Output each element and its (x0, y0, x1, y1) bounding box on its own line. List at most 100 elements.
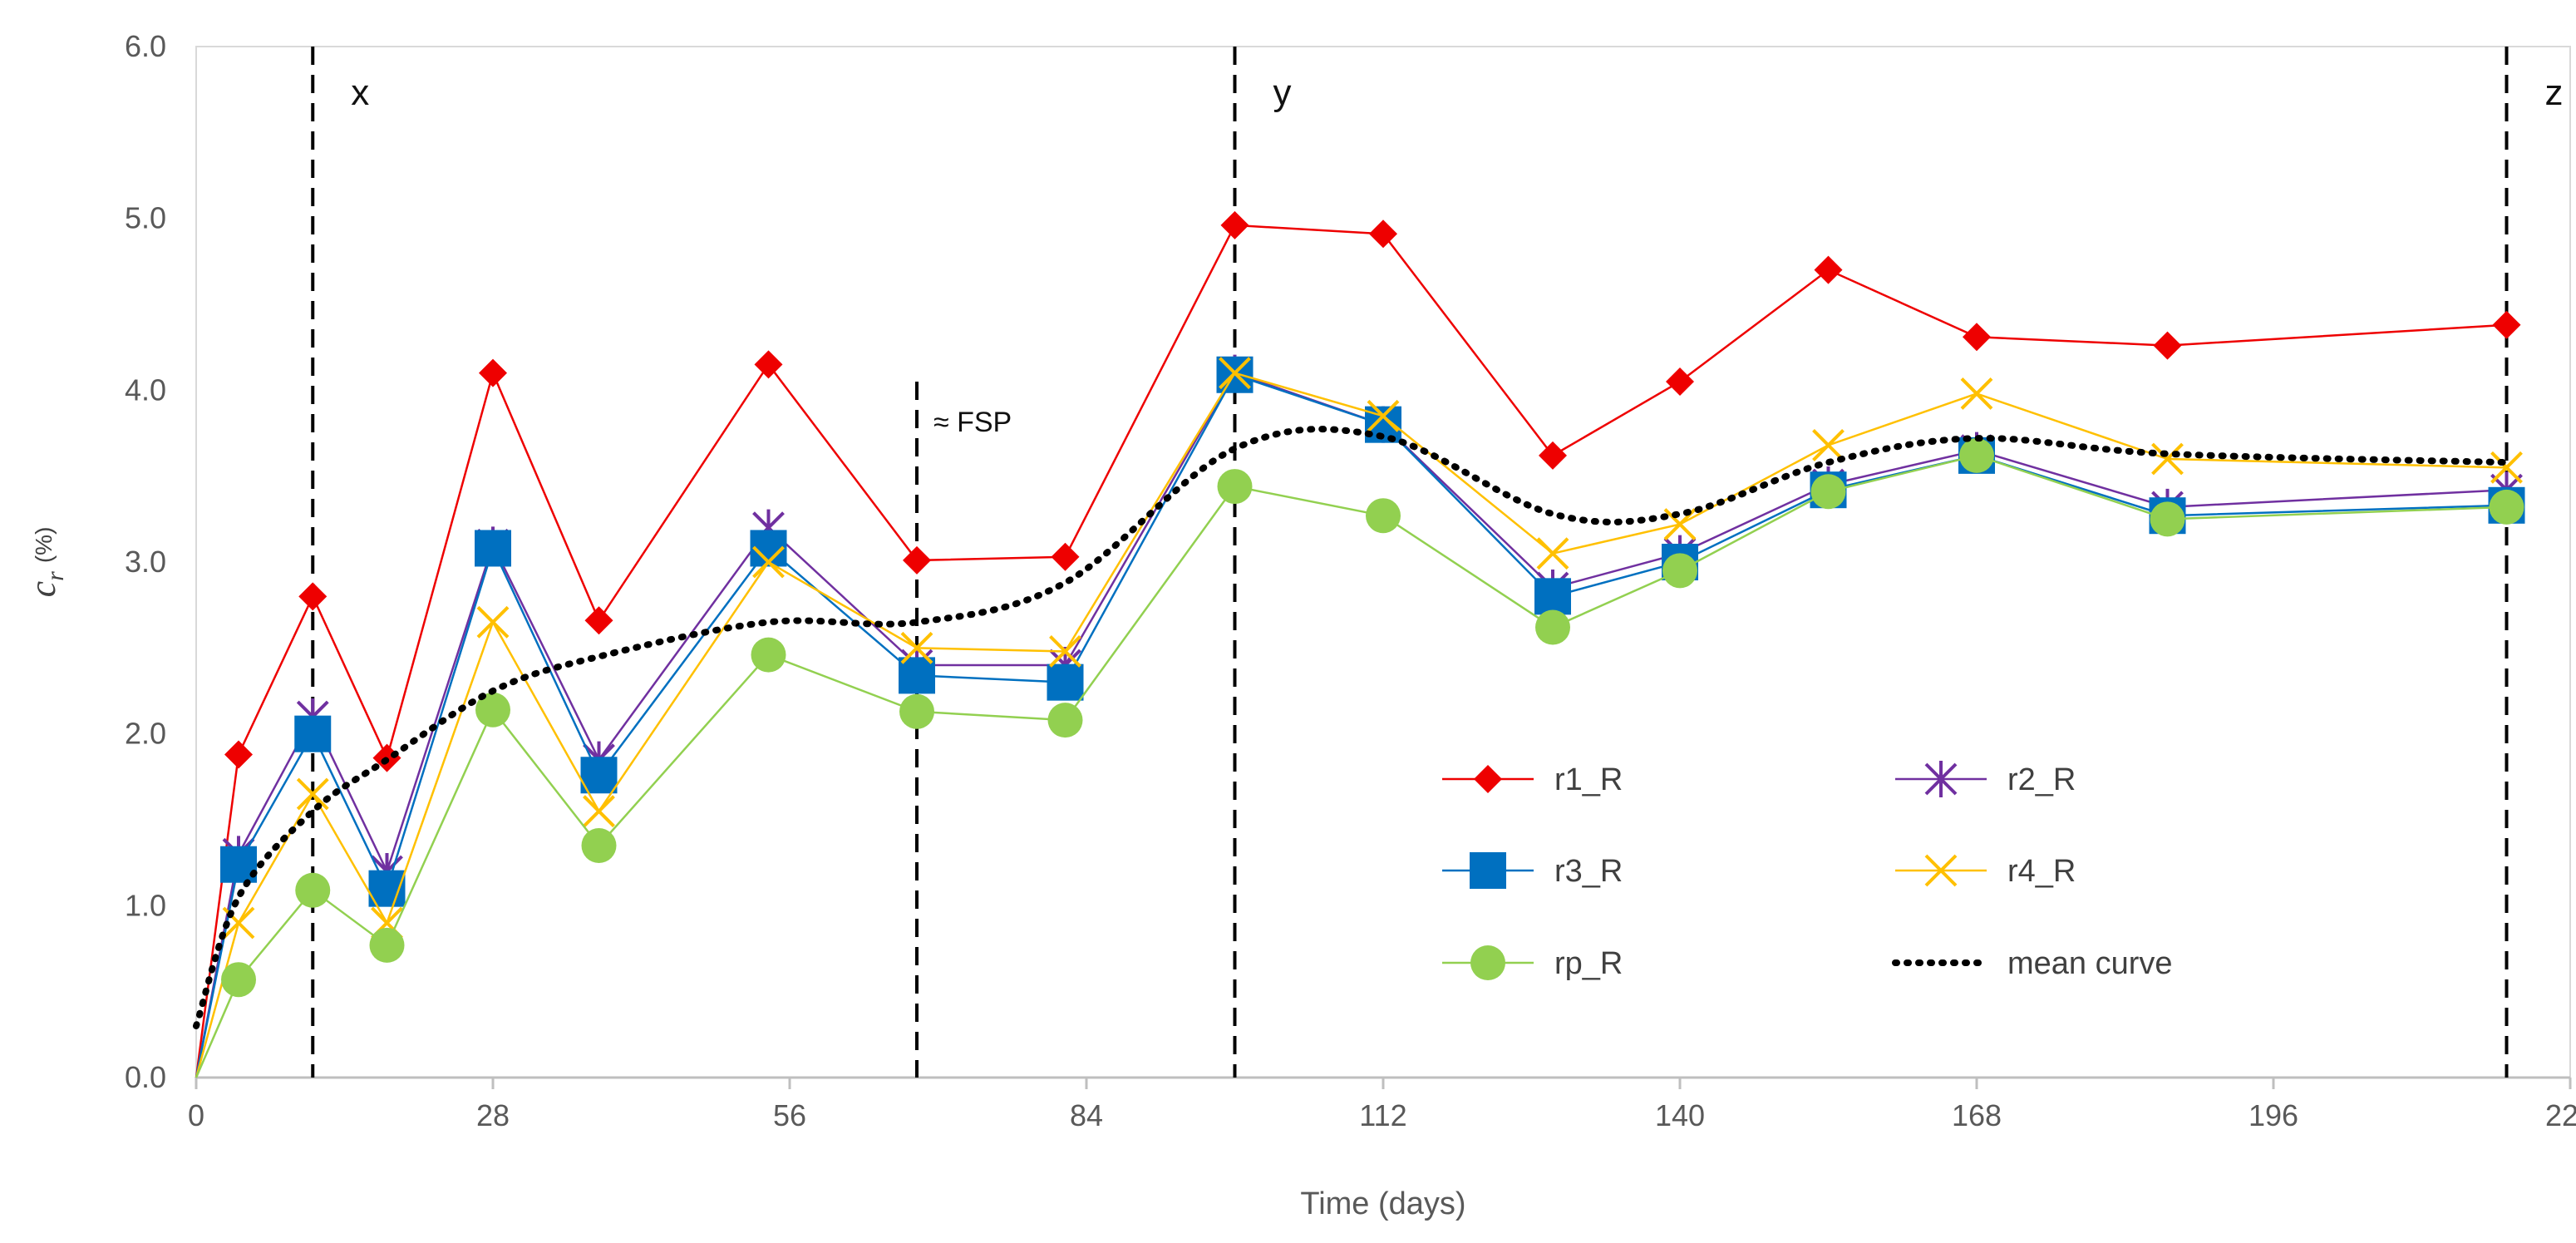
point-r4_R (296, 777, 329, 811)
y-tick-label: 5.0 (125, 201, 166, 235)
y-tick-label: 3.0 (125, 545, 166, 579)
point-r4_R (1219, 357, 1251, 390)
point-rp_R-shape (475, 692, 510, 728)
point-r4_R-shape (1049, 635, 1081, 668)
point-rp_R-shape (1959, 437, 1994, 473)
series-layer (193, 210, 2525, 1078)
point-r1_R (2492, 310, 2521, 339)
point-r1_R-shape (1369, 219, 1397, 249)
point-rp_R (581, 828, 617, 863)
legend-entry-r2_R: r2_R (1895, 761, 2076, 797)
y-tick-label: 6.0 (125, 29, 166, 63)
legend-marker-shape (1474, 765, 1502, 793)
point-r1_R (479, 358, 507, 387)
point-r3_R-shape (294, 715, 332, 752)
point-rp_R (1959, 437, 1994, 473)
x-tick-label: 224 (2545, 1098, 2576, 1132)
x-tick-label: 28 (476, 1098, 510, 1132)
point-rp_R-shape (221, 962, 256, 998)
point-r4_R-shape (2490, 451, 2523, 484)
mean-curve (193, 426, 2510, 1029)
point-r1_R (584, 606, 613, 635)
legend-marker (1924, 761, 1958, 797)
point-r4_R (1812, 429, 1845, 461)
point-r4_R-shape (1219, 357, 1251, 390)
point-r3_R (580, 757, 618, 794)
point-r4_R-shape (2151, 442, 2184, 476)
point-r4_R (752, 545, 785, 579)
point-rp_R-shape (369, 927, 405, 963)
x-tick-label: 84 (1070, 1098, 1103, 1132)
point-r1_R (1814, 255, 1843, 284)
point-r1_R-shape (1814, 255, 1843, 284)
y-axis-unit: (%) (31, 527, 57, 564)
x-tick-label: 140 (1655, 1098, 1705, 1132)
point-rp_R (369, 927, 405, 963)
x-axis-title: Time (days) (1300, 1186, 1465, 1221)
point-r3_R-shape (220, 846, 257, 883)
y-axis: 0.0 1.0 2.0 3.0 4.0 5.0 6.0 (125, 29, 166, 1094)
legend-label: rp_R (1554, 946, 1623, 981)
point-r4_R-shape (476, 605, 510, 639)
point-r1_R (1051, 542, 1080, 571)
x-tick-label: 112 (1359, 1098, 1406, 1132)
y-tick-label: 0.0 (125, 1060, 166, 1094)
legend-marker-shape (1470, 852, 1506, 889)
point-rp_R-shape (1810, 474, 1846, 510)
legend-label: r2_R (2007, 762, 2076, 797)
point-r3_R-shape (580, 757, 618, 794)
x-tick-label: 56 (773, 1098, 806, 1132)
legend-marker-shape (1924, 761, 1958, 797)
point-rp_R (1535, 609, 1570, 645)
point-r3_R-shape (1534, 578, 1571, 615)
legend-entry-r3_R: r3_R (1442, 852, 1623, 889)
point-rp_R-shape (2489, 489, 2524, 525)
y-tick-label: 2.0 (125, 717, 166, 751)
legend: r1_R r2_R r3_R r4_R rp_R mean curve (1442, 761, 2173, 981)
point-rp_R-shape (899, 693, 934, 729)
point-r3_R (899, 657, 935, 694)
point-rp_R-shape (1217, 469, 1253, 505)
point-r1_R-shape (1963, 323, 1991, 352)
legend-label: r4_R (2007, 854, 2076, 889)
point-r4_R (900, 631, 933, 664)
point-r1_R-shape (903, 545, 931, 575)
y-axis-title: cr (%) (22, 527, 69, 598)
region-label-y: y (1273, 72, 1292, 113)
legend-marker-shape (1470, 945, 1505, 980)
point-r1_R (298, 582, 328, 611)
point-r1_R-shape (298, 582, 328, 611)
legend-entry-mean-curve: mean curve (1892, 946, 2173, 981)
point-r4_R (476, 605, 510, 639)
point-rp_R (751, 637, 786, 673)
point-rp_R (1662, 553, 1697, 589)
point-r1_R-shape (2153, 331, 2182, 360)
point-r3_R (1047, 663, 1084, 701)
point-rp_R (221, 962, 256, 998)
point-r4_R (1960, 377, 1993, 410)
point-rp_R-shape (581, 828, 617, 863)
point-rp_R (899, 693, 934, 729)
point-rp_R-shape (2150, 501, 2185, 537)
y-axis-subscript: r (42, 571, 69, 581)
point-rp_R-shape (751, 637, 786, 673)
legend-marker (1474, 765, 1502, 793)
x-tick-label: 168 (1952, 1098, 2002, 1132)
point-r4_R (2490, 451, 2523, 484)
point-rp_R-shape (1366, 498, 1401, 534)
point-r4_R (2151, 442, 2184, 476)
legend-entry-r1_R: r1_R (1442, 762, 1623, 797)
point-r3_R (475, 530, 511, 567)
point-r4_R-shape (1960, 377, 1993, 410)
point-r3_R (1534, 578, 1571, 615)
point-rp_R (1217, 469, 1253, 505)
legend-marker (1924, 854, 1958, 887)
y-tick-label: 1.0 (125, 888, 166, 922)
point-r1_R-shape (1220, 210, 1249, 239)
x-tick-label: 196 (2248, 1098, 2298, 1132)
point-r1_R (1963, 323, 1991, 352)
region-label-x: x (351, 72, 369, 113)
point-r1_R (1369, 219, 1397, 249)
legend-marker-shape (1924, 854, 1958, 887)
point-r4_R-shape (900, 631, 933, 664)
